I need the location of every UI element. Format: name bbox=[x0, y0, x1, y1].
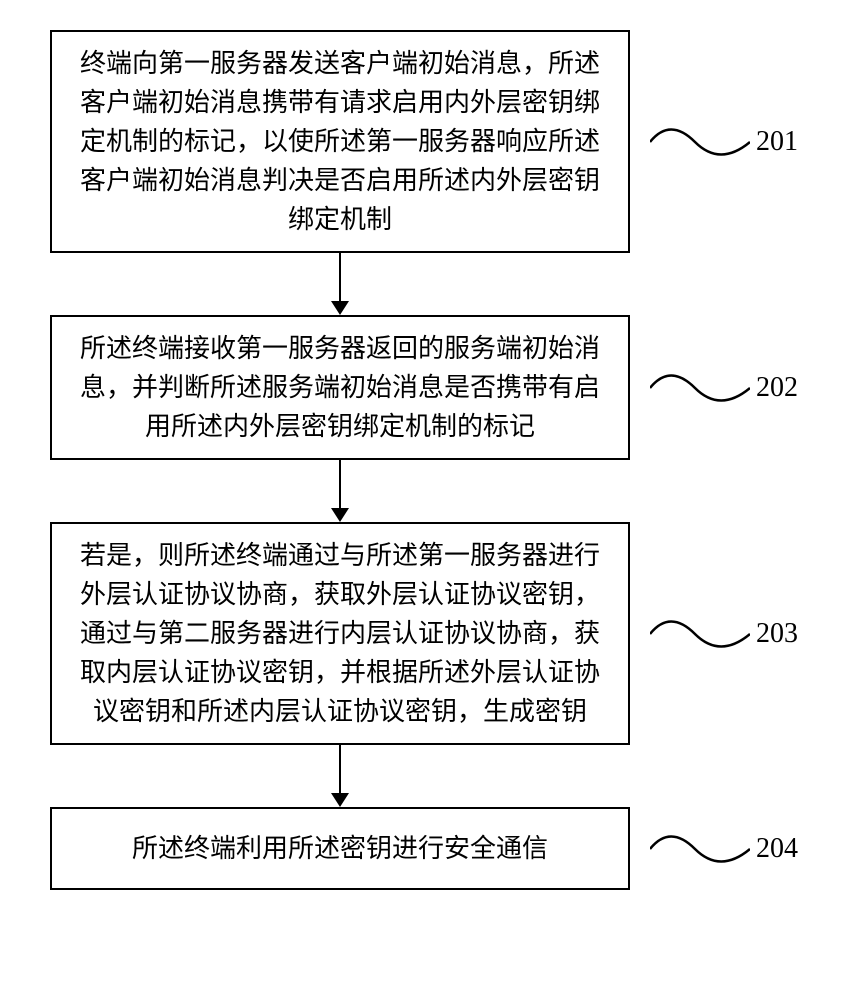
step-label-wrap: 204 bbox=[650, 819, 798, 879]
flow-box: 所述终端接收第一服务器返回的服务端初始消息，并判断所述服务端初始消息是否携带有启… bbox=[50, 315, 630, 460]
step-label: 201 bbox=[756, 126, 798, 158]
flow-step-204: 所述终端利用所述密钥进行安全通信 204 bbox=[50, 807, 820, 890]
arrow-down-icon bbox=[50, 253, 630, 315]
box-text: 所述终端利用所述密钥进行安全通信 bbox=[132, 834, 548, 863]
flowchart-container: 终端向第一服务器发送客户端初始消息，所述客户端初始消息携带有请求启用内外层密钥绑… bbox=[50, 30, 820, 890]
connector-wave-icon bbox=[650, 358, 750, 418]
box-text: 终端向第一服务器发送客户端初始消息，所述客户端初始消息携带有请求启用内外层密钥绑… bbox=[80, 49, 600, 234]
flow-step-202: 所述终端接收第一服务器返回的服务端初始消息，并判断所述服务端初始消息是否携带有启… bbox=[50, 315, 820, 460]
connector-wave-icon bbox=[650, 604, 750, 664]
step-label-wrap: 201 bbox=[650, 112, 798, 172]
connector-wave-icon bbox=[650, 819, 750, 879]
step-label: 204 bbox=[756, 833, 798, 865]
step-label-wrap: 202 bbox=[650, 358, 798, 418]
flow-box: 终端向第一服务器发送客户端初始消息，所述客户端初始消息携带有请求启用内外层密钥绑… bbox=[50, 30, 630, 253]
flow-box: 所述终端利用所述密钥进行安全通信 bbox=[50, 807, 630, 890]
flow-step-203: 若是，则所述终端通过与所述第一服务器进行外层认证协议协商，获取外层认证协议密钥，… bbox=[50, 522, 820, 745]
box-text: 所述终端接收第一服务器返回的服务端初始消息，并判断所述服务端初始消息是否携带有启… bbox=[80, 334, 600, 441]
flow-step-201: 终端向第一服务器发送客户端初始消息，所述客户端初始消息携带有请求启用内外层密钥绑… bbox=[50, 30, 820, 253]
arrow-down-icon bbox=[50, 460, 630, 522]
connector-wave-icon bbox=[650, 112, 750, 172]
box-text: 若是，则所述终端通过与所述第一服务器进行外层认证协议协商，获取外层认证协议密钥，… bbox=[80, 541, 600, 726]
step-label: 202 bbox=[756, 372, 798, 404]
step-label: 203 bbox=[756, 618, 798, 650]
step-label-wrap: 203 bbox=[650, 604, 798, 664]
flow-box: 若是，则所述终端通过与所述第一服务器进行外层认证协议协商，获取外层认证协议密钥，… bbox=[50, 522, 630, 745]
arrow-down-icon bbox=[50, 745, 630, 807]
